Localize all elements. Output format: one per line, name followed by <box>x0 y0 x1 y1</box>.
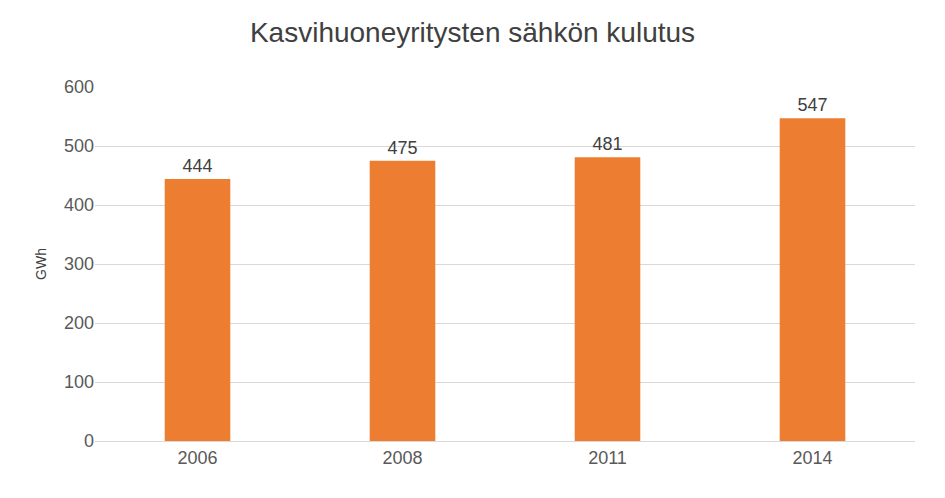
svg-text:500: 500 <box>64 136 94 156</box>
svg-text:GWh: GWh <box>33 248 49 280</box>
svg-text:2014: 2014 <box>792 448 832 468</box>
svg-text:300: 300 <box>64 254 94 274</box>
svg-text:481: 481 <box>592 134 622 154</box>
svg-text:100: 100 <box>64 372 94 392</box>
svg-text:Kasvihuoneyritysten sähkön kul: Kasvihuoneyritysten sähkön kulutus <box>250 17 695 48</box>
svg-text:547: 547 <box>797 95 827 115</box>
svg-text:475: 475 <box>387 138 417 158</box>
svg-text:0: 0 <box>84 431 94 451</box>
svg-text:400: 400 <box>64 195 94 215</box>
svg-text:600: 600 <box>64 77 94 97</box>
svg-text:2006: 2006 <box>177 448 217 468</box>
svg-text:200: 200 <box>64 313 94 333</box>
svg-text:2008: 2008 <box>382 448 422 468</box>
svg-text:444: 444 <box>182 156 212 176</box>
svg-text:2011: 2011 <box>588 448 627 468</box>
